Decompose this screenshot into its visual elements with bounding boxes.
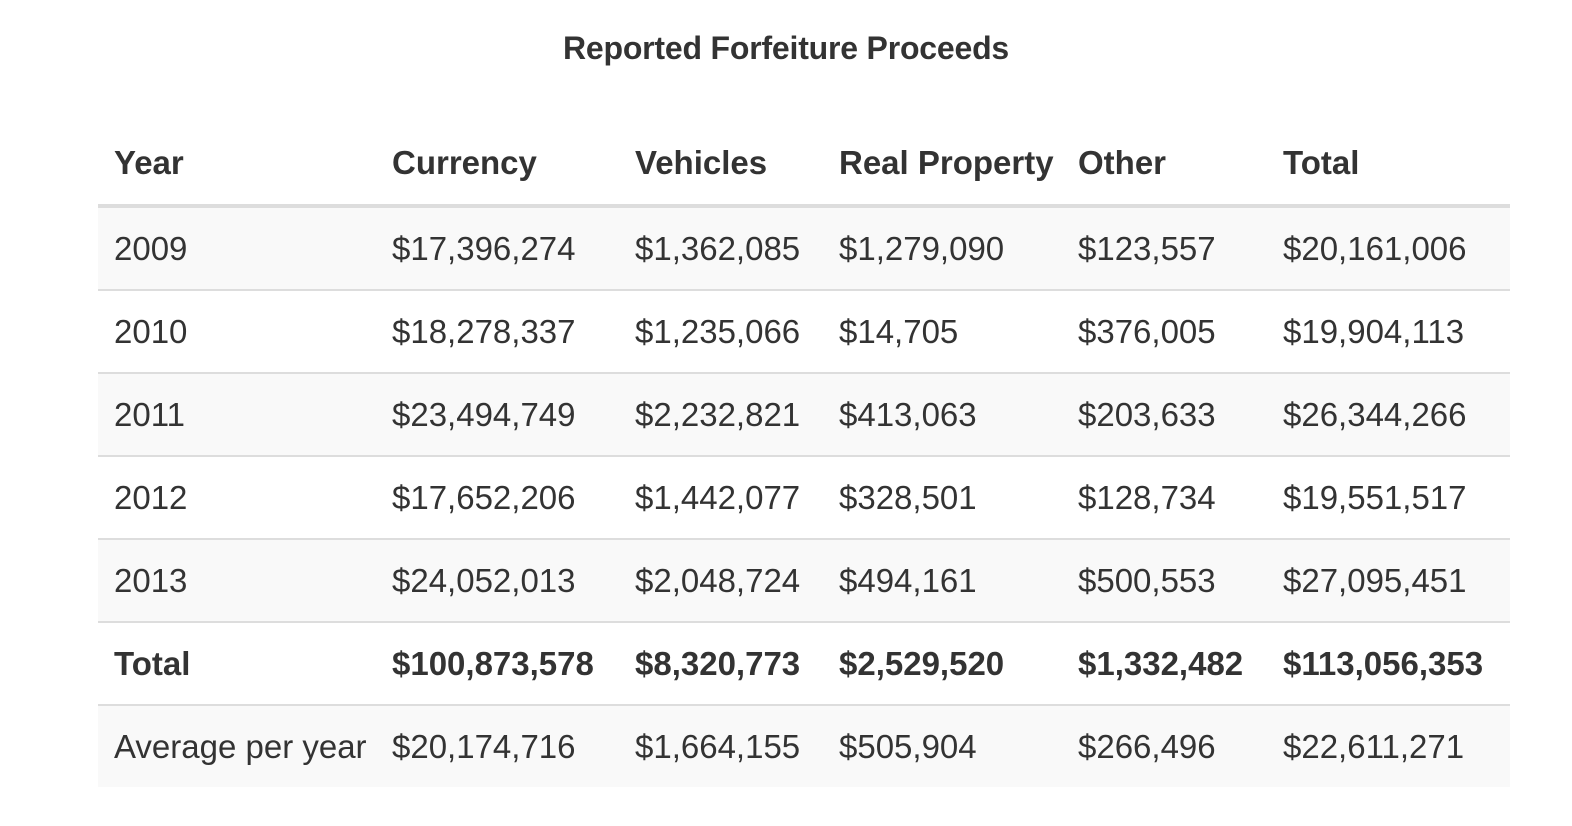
column-header-total: Total	[1267, 122, 1510, 208]
cell-currency: $23,494,749	[376, 372, 619, 456]
cell-total: $26,344,266	[1267, 372, 1510, 456]
column-header-other: Other	[1062, 122, 1267, 208]
average-other: $266,496	[1062, 704, 1267, 787]
total-real-property: $2,529,520	[823, 621, 1062, 705]
forfeiture-proceeds-table: Year Currency Vehicles Real Property Oth…	[98, 122, 1510, 787]
cell-other: $500,553	[1062, 538, 1267, 622]
total-row: Total $100,873,578 $8,320,773 $2,529,520…	[98, 621, 1510, 705]
cell-vehicles: $2,048,724	[619, 538, 823, 622]
cell-vehicles: $1,362,085	[619, 206, 823, 290]
cell-other: $128,734	[1062, 455, 1267, 539]
total-vehicles: $8,320,773	[619, 621, 823, 705]
cell-total: $19,904,113	[1267, 289, 1510, 373]
table-row: 2012 $17,652,206 $1,442,077 $328,501 $12…	[98, 455, 1510, 539]
total-currency: $100,873,578	[376, 621, 619, 705]
cell-currency: $17,396,274	[376, 206, 619, 290]
table-row: 2010 $18,278,337 $1,235,066 $14,705 $376…	[98, 289, 1510, 373]
header-row: Year Currency Vehicles Real Property Oth…	[98, 122, 1510, 208]
average-vehicles: $1,664,155	[619, 704, 823, 787]
cell-other: $376,005	[1062, 289, 1267, 373]
cell-currency: $24,052,013	[376, 538, 619, 622]
cell-vehicles: $1,442,077	[619, 455, 823, 539]
cell-real-property: $1,279,090	[823, 206, 1062, 290]
cell-real-property: $413,063	[823, 372, 1062, 456]
cell-total: $19,551,517	[1267, 455, 1510, 539]
cell-vehicles: $2,232,821	[619, 372, 823, 456]
cell-real-property: $14,705	[823, 289, 1062, 373]
cell-real-property: $494,161	[823, 538, 1062, 622]
column-header-year: Year	[98, 122, 376, 208]
average-total: $22,611,271	[1267, 704, 1510, 787]
cell-vehicles: $1,235,066	[619, 289, 823, 373]
total-row-label: Total	[98, 621, 376, 705]
cell-year: 2009	[98, 206, 376, 290]
cell-other: $203,633	[1062, 372, 1267, 456]
cell-total: $20,161,006	[1267, 206, 1510, 290]
cell-year: 2013	[98, 538, 376, 622]
table-row: 2013 $24,052,013 $2,048,724 $494,161 $50…	[98, 538, 1510, 622]
cell-year: 2011	[98, 372, 376, 456]
average-row: Average per year $20,174,716 $1,664,155 …	[98, 704, 1510, 787]
column-header-currency: Currency	[376, 122, 619, 208]
column-header-real-property: Real Property	[823, 122, 1062, 208]
cell-total: $27,095,451	[1267, 538, 1510, 622]
table-row: 2011 $23,494,749 $2,232,821 $413,063 $20…	[98, 372, 1510, 456]
cell-real-property: $328,501	[823, 455, 1062, 539]
average-row-label: Average per year	[98, 704, 376, 787]
table-title: Reported Forfeiture Proceeds	[562, 30, 1010, 66]
table-row: 2009 $17,396,274 $1,362,085 $1,279,090 $…	[98, 206, 1510, 290]
average-currency: $20,174,716	[376, 704, 619, 787]
cell-other: $123,557	[1062, 206, 1267, 290]
cell-currency: $17,652,206	[376, 455, 619, 539]
cell-year: 2010	[98, 289, 376, 373]
average-real-property: $505,904	[823, 704, 1062, 787]
cell-currency: $18,278,337	[376, 289, 619, 373]
column-header-vehicles: Vehicles	[619, 122, 823, 208]
cell-year: 2012	[98, 455, 376, 539]
total-total: $113,056,353	[1267, 621, 1510, 705]
total-other: $1,332,482	[1062, 621, 1267, 705]
